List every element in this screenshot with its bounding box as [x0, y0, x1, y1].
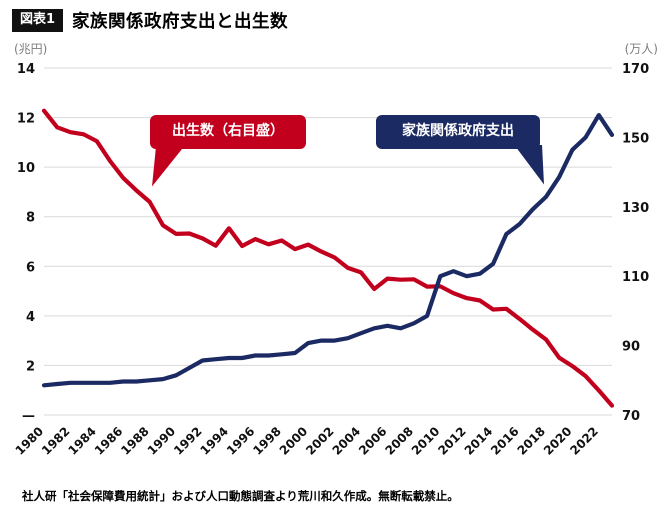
births-callout-label: 出生数（右目盛）: [172, 123, 284, 139]
svg-text:2000: 2000: [277, 424, 311, 458]
svg-text:6: 6: [26, 260, 35, 275]
svg-text:1996: 1996: [224, 424, 258, 458]
svg-text:170: 170: [622, 62, 649, 77]
svg-text:1994: 1994: [198, 424, 232, 458]
svg-text:110: 110: [622, 270, 649, 285]
births-callout: 出生数（右目盛）: [150, 115, 306, 187]
right-axis-unit: (万人): [624, 42, 658, 56]
svg-text:2012: 2012: [435, 424, 469, 458]
svg-text:2008: 2008: [382, 424, 416, 458]
svg-text:1988: 1988: [118, 424, 152, 458]
svg-text:8: 8: [26, 211, 35, 226]
svg-text:2014: 2014: [462, 424, 496, 458]
svg-text:2002: 2002: [303, 424, 337, 458]
svg-text:2020: 2020: [541, 424, 575, 458]
svg-text:4: 4: [26, 310, 35, 325]
svg-text:1982: 1982: [39, 424, 73, 458]
svg-text:2010: 2010: [409, 424, 443, 458]
svg-text:2004: 2004: [330, 424, 364, 458]
chart-header: 図表1 家族関係政府支出と出生数: [12, 8, 288, 33]
svg-text:10: 10: [17, 161, 35, 176]
svg-text:1998: 1998: [250, 424, 284, 458]
svg-text:1980: 1980: [13, 424, 47, 458]
svg-text:130: 130: [622, 201, 649, 216]
svg-text:2016: 2016: [488, 424, 522, 458]
spending-callout-label: 家族関係政府支出: [402, 123, 514, 139]
svg-text:—: —: [22, 409, 35, 424]
svg-text:70: 70: [622, 409, 640, 424]
svg-text:2022: 2022: [567, 424, 601, 458]
chart-title: 家族関係政府支出と出生数: [72, 12, 289, 32]
figure-badge: 図表1: [12, 9, 64, 32]
svg-text:90: 90: [622, 340, 640, 355]
svg-text:2: 2: [26, 359, 35, 374]
svg-text:150: 150: [622, 131, 649, 146]
chart-canvas: —246810121470901101301501701980198219841…: [13, 62, 650, 458]
svg-text:1990: 1990: [145, 424, 179, 458]
source-note: 社人研「社会保障費用統計」および人口動態調査より荒川和久作成。無断転載禁止。: [22, 489, 459, 503]
spending-callout: 家族関係政府支出: [376, 115, 544, 185]
svg-text:1984: 1984: [65, 424, 99, 458]
svg-text:2006: 2006: [356, 424, 390, 458]
svg-text:1986: 1986: [92, 424, 126, 458]
svg-text:14: 14: [17, 62, 35, 77]
left-axis-unit: (兆円): [14, 42, 48, 56]
svg-text:12: 12: [17, 112, 35, 127]
svg-text:2018: 2018: [515, 424, 549, 458]
svg-text:1992: 1992: [171, 424, 205, 458]
